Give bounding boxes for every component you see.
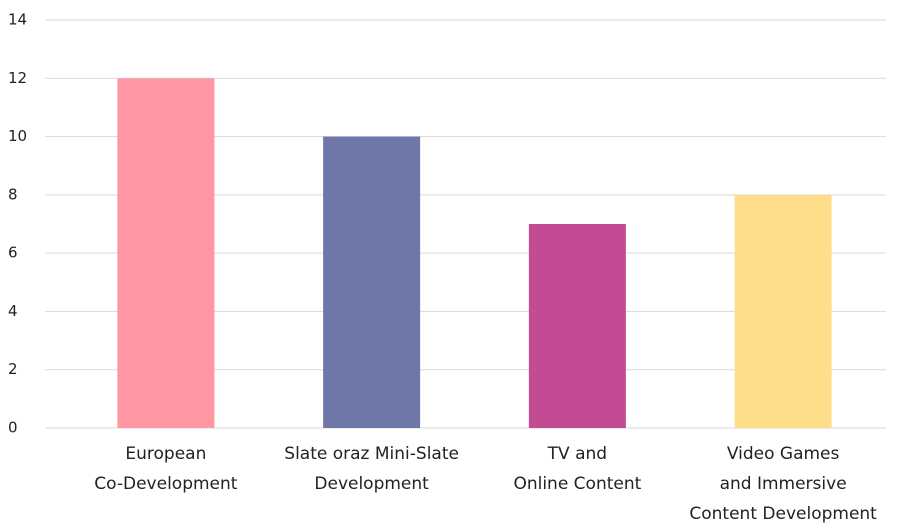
x-tick-label: Video Games — [727, 444, 840, 464]
bar — [528, 224, 626, 428]
bar — [117, 78, 215, 429]
y-tick-label: 2 — [8, 360, 18, 378]
x-tick-label: Slate oraz Mini-Slate — [284, 444, 459, 464]
y-tick-label: 0 — [8, 419, 18, 437]
x-tick-label: European — [125, 444, 206, 464]
x-tick-label: Content Development — [689, 504, 877, 524]
y-tick-label: 6 — [8, 244, 18, 262]
y-tick-label: 4 — [8, 302, 18, 320]
x-tick-label: and Immersive — [720, 474, 847, 494]
y-tick-label: 14 — [8, 11, 27, 29]
x-tick-label: TV and — [547, 444, 607, 464]
y-tick-label: 10 — [8, 127, 27, 145]
x-tick-label: Development — [314, 474, 429, 494]
bar — [734, 194, 832, 428]
y-tick-label: 12 — [8, 69, 27, 87]
x-tick-label: Online Content — [513, 474, 641, 494]
bar — [323, 136, 421, 429]
y-tick-label: 8 — [8, 185, 18, 203]
x-tick-label: Co-Development — [94, 474, 237, 494]
